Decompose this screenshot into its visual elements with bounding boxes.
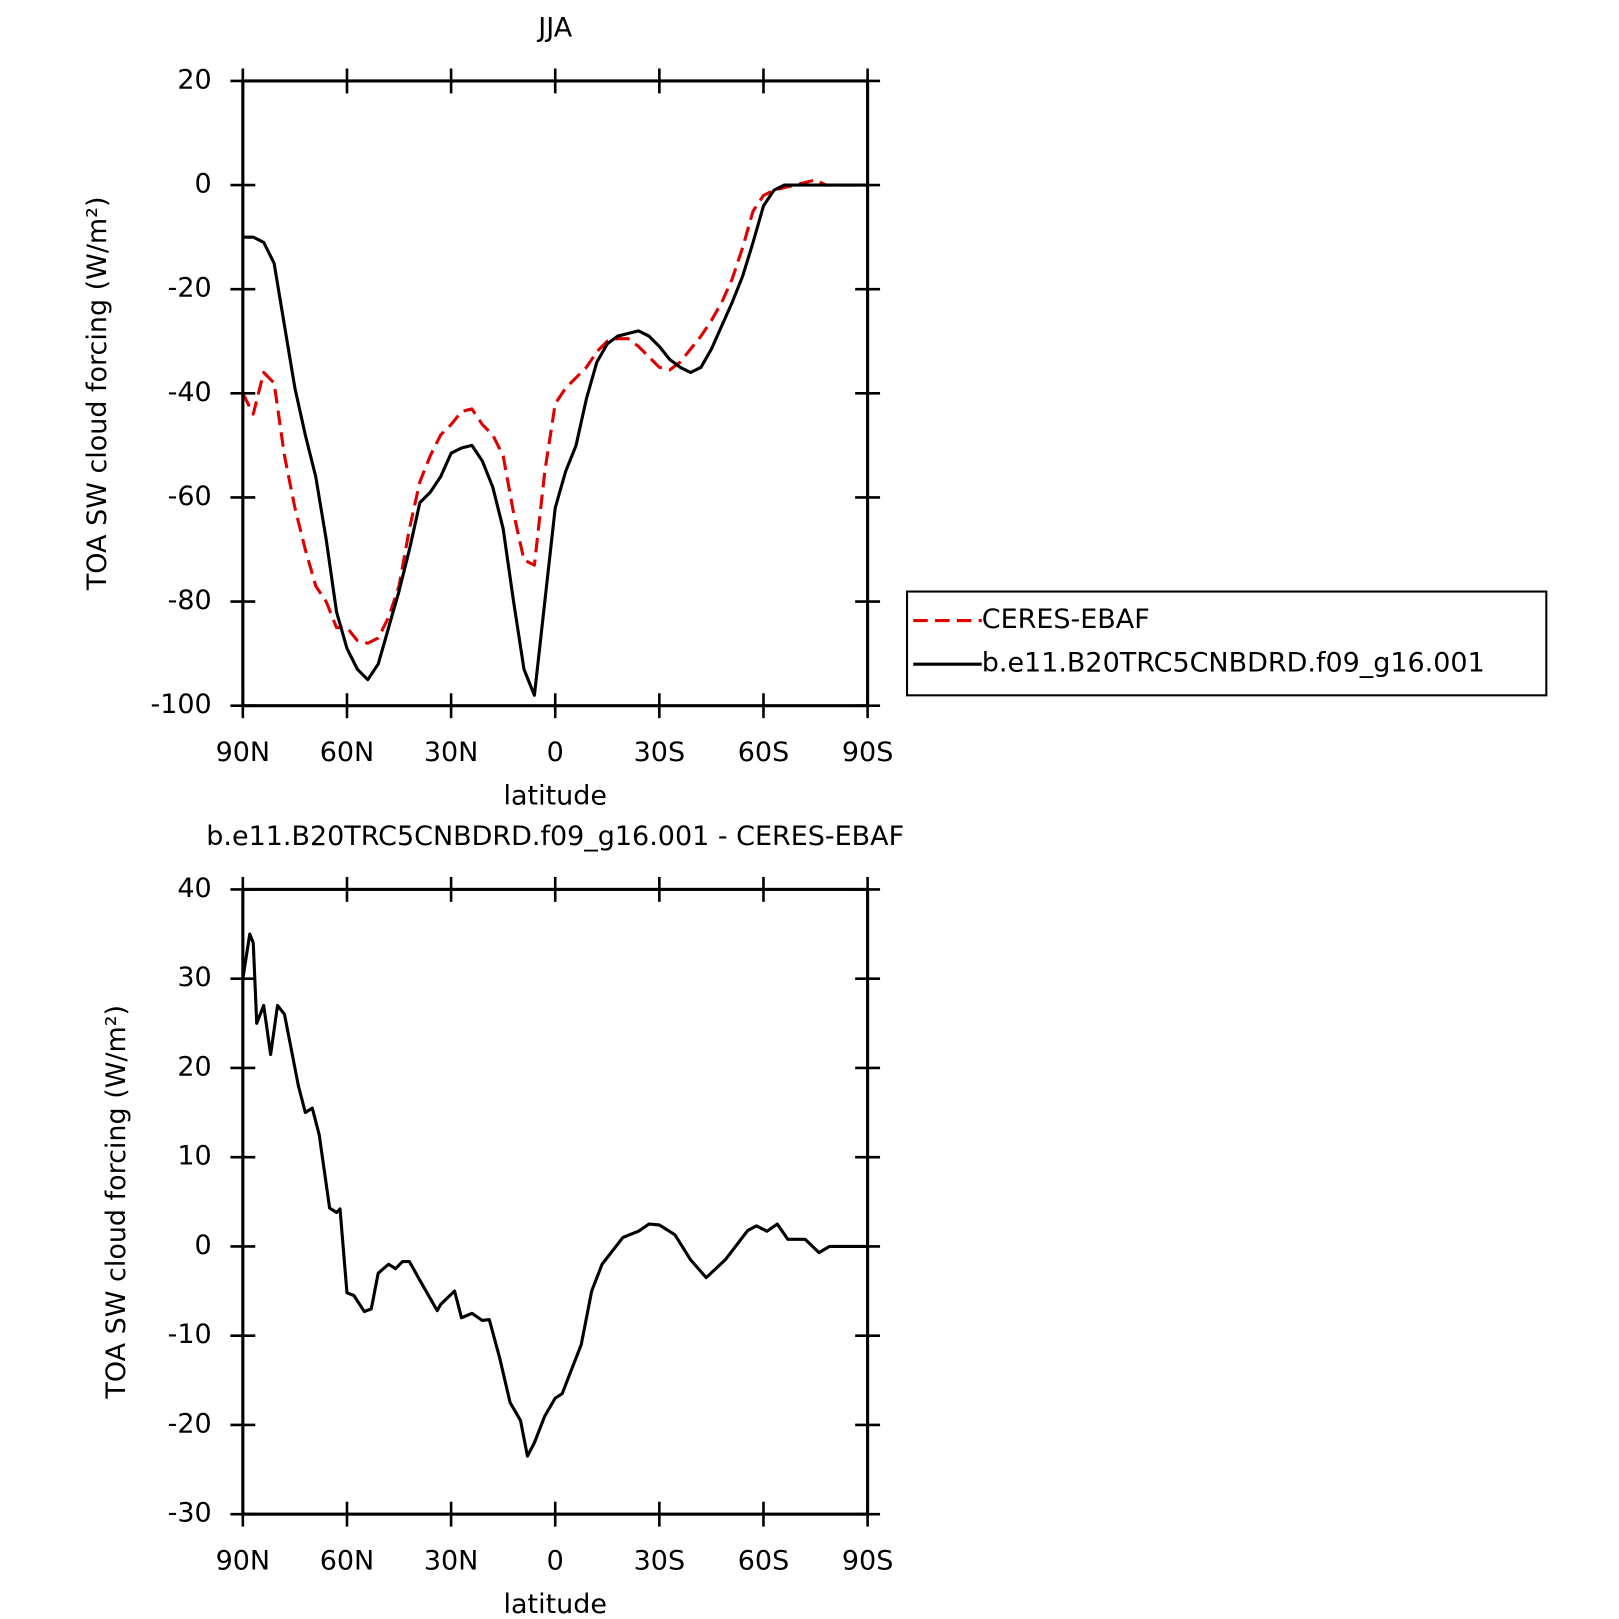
x-tick-label: 30N bbox=[424, 737, 479, 768]
y-tick-label: -20 bbox=[168, 1408, 212, 1439]
y-tick-label: 20 bbox=[177, 1051, 211, 1082]
x-axis-label: latitude bbox=[503, 1589, 606, 1619]
y-tick-label: 0 bbox=[195, 1230, 212, 1261]
x-tick-label: 60S bbox=[738, 737, 789, 768]
y-tick-label: -100 bbox=[150, 689, 211, 720]
y-tick-label: -20 bbox=[168, 273, 212, 304]
y-tick-label: 10 bbox=[177, 1141, 211, 1172]
y-tick-label: 30 bbox=[177, 962, 211, 993]
y-tick-label: -40 bbox=[168, 377, 212, 408]
chart-title: JJA bbox=[536, 13, 572, 44]
x-tick-label: 30N bbox=[424, 1545, 479, 1576]
y-tick-label: -80 bbox=[168, 585, 212, 616]
x-tick-label: 0 bbox=[547, 737, 564, 768]
legend-label: CERES-EBAF bbox=[982, 604, 1150, 635]
figure-root: JJA latitude TOA SW cloud forcing (W/m²) -1… bbox=[82, 13, 1548, 1619]
plot-frame bbox=[241, 887, 870, 1516]
chart: JJA latitude TOA SW cloud forcing (W/m²) -1… bbox=[82, 13, 1548, 812]
x-tick-label: 90N bbox=[216, 737, 270, 768]
x-tick-label: 60S bbox=[738, 1545, 789, 1576]
legend: CERES-EBAF b.e11.B20TRC5CNBDRD.f09_g16.00… bbox=[905, 590, 1548, 697]
x-tick-label: 30S bbox=[634, 737, 685, 768]
plot-frame bbox=[241, 79, 870, 708]
data-line bbox=[241, 932, 868, 1458]
data-line bbox=[241, 178, 868, 645]
x-tick-label: 90S bbox=[842, 1545, 893, 1576]
chart-title: b.e11.B20TRC5CNBDRD.f09_g16.001 - CERES-… bbox=[206, 821, 904, 852]
y-tick-label: -10 bbox=[168, 1319, 212, 1350]
legend-label: b.e11.B20TRC5CNBDRD.f09_g16.001 bbox=[982, 648, 1485, 679]
chart: b.e11.B20TRC5CNBDRD.f09_g16.001 - CERES-… bbox=[101, 821, 904, 1619]
y-tick-label: 40 bbox=[177, 873, 211, 904]
y-axis-label: TOA SW cloud forcing (W/m²) bbox=[82, 196, 113, 591]
x-tick-label: 60N bbox=[320, 737, 375, 768]
x-axis-label: latitude bbox=[503, 781, 606, 812]
y-tick-label: -30 bbox=[168, 1498, 212, 1529]
y-tick-label: 20 bbox=[177, 64, 211, 95]
x-tick-label: 60N bbox=[320, 1545, 375, 1576]
y-tick-label: 0 bbox=[195, 169, 212, 200]
legend-box bbox=[905, 590, 1548, 697]
y-axis-label: TOA SW cloud forcing (W/m²) bbox=[101, 1005, 132, 1400]
x-tick-label: 90S bbox=[842, 737, 893, 768]
data-line bbox=[242, 183, 868, 697]
x-tick-label: 0 bbox=[547, 1545, 564, 1576]
y-tick-label: -60 bbox=[168, 481, 212, 512]
x-tick-label: 90N bbox=[216, 1545, 270, 1576]
x-tick-label: 30S bbox=[634, 1545, 685, 1576]
